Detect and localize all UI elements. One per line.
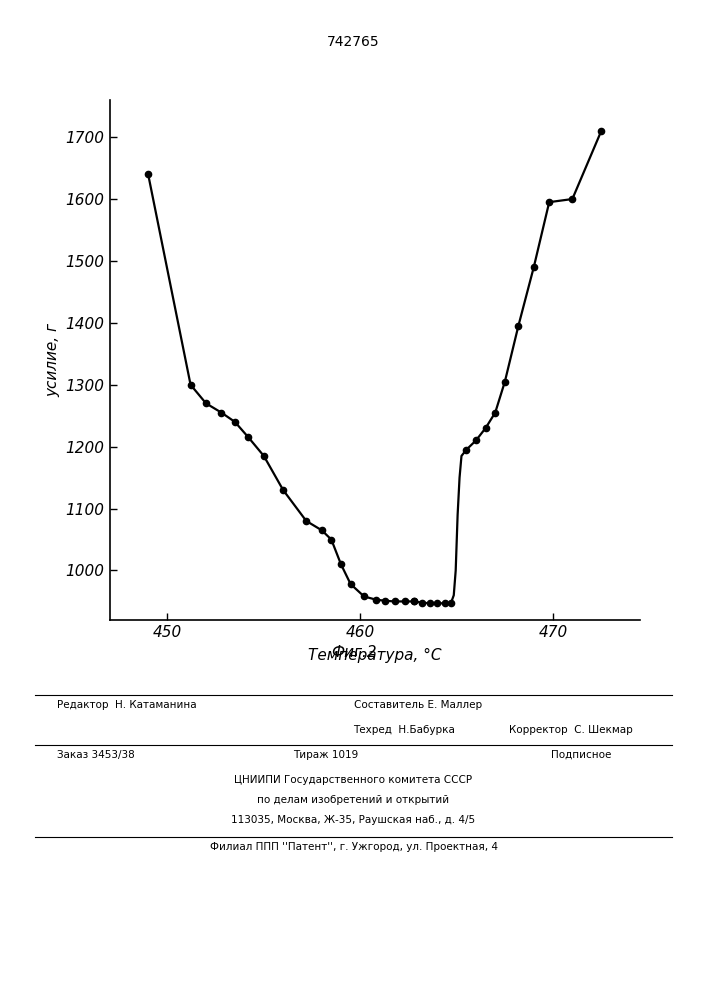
Text: Составитель Е. Маллер: Составитель Е. Маллер xyxy=(354,700,481,710)
Text: 113035, Москва, Ж-35, Раушская наб., д. 4/5: 113035, Москва, Ж-35, Раушская наб., д. … xyxy=(231,815,476,825)
Text: Тираж 1019: Тираж 1019 xyxy=(293,750,358,760)
Text: Редактор  Н. Катаманина: Редактор Н. Катаманина xyxy=(57,700,196,710)
Text: 742765: 742765 xyxy=(327,35,380,49)
X-axis label: Температура, °C: Температура, °C xyxy=(308,648,441,663)
Text: Корректор  С. Шекмар: Корректор С. Шекмар xyxy=(509,725,633,735)
Text: Техред  Н.Бабурка: Техред Н.Бабурка xyxy=(354,725,455,735)
Text: Фиг.2: Фиг.2 xyxy=(331,645,376,660)
Text: Подписное: Подписное xyxy=(551,750,612,760)
Y-axis label: усилие, г: усилие, г xyxy=(45,323,60,397)
Text: по делам изобретений и открытий: по делам изобретений и открытий xyxy=(257,795,450,805)
Text: Заказ 3453/38: Заказ 3453/38 xyxy=(57,750,134,760)
Text: Филиал ППП ''Патент'', г. Ужгород, ул. Проектная, 4: Филиал ППП ''Патент'', г. Ужгород, ул. П… xyxy=(209,842,498,852)
Text: ЦНИИПИ Государственного комитета СССР: ЦНИИПИ Государственного комитета СССР xyxy=(235,775,472,785)
